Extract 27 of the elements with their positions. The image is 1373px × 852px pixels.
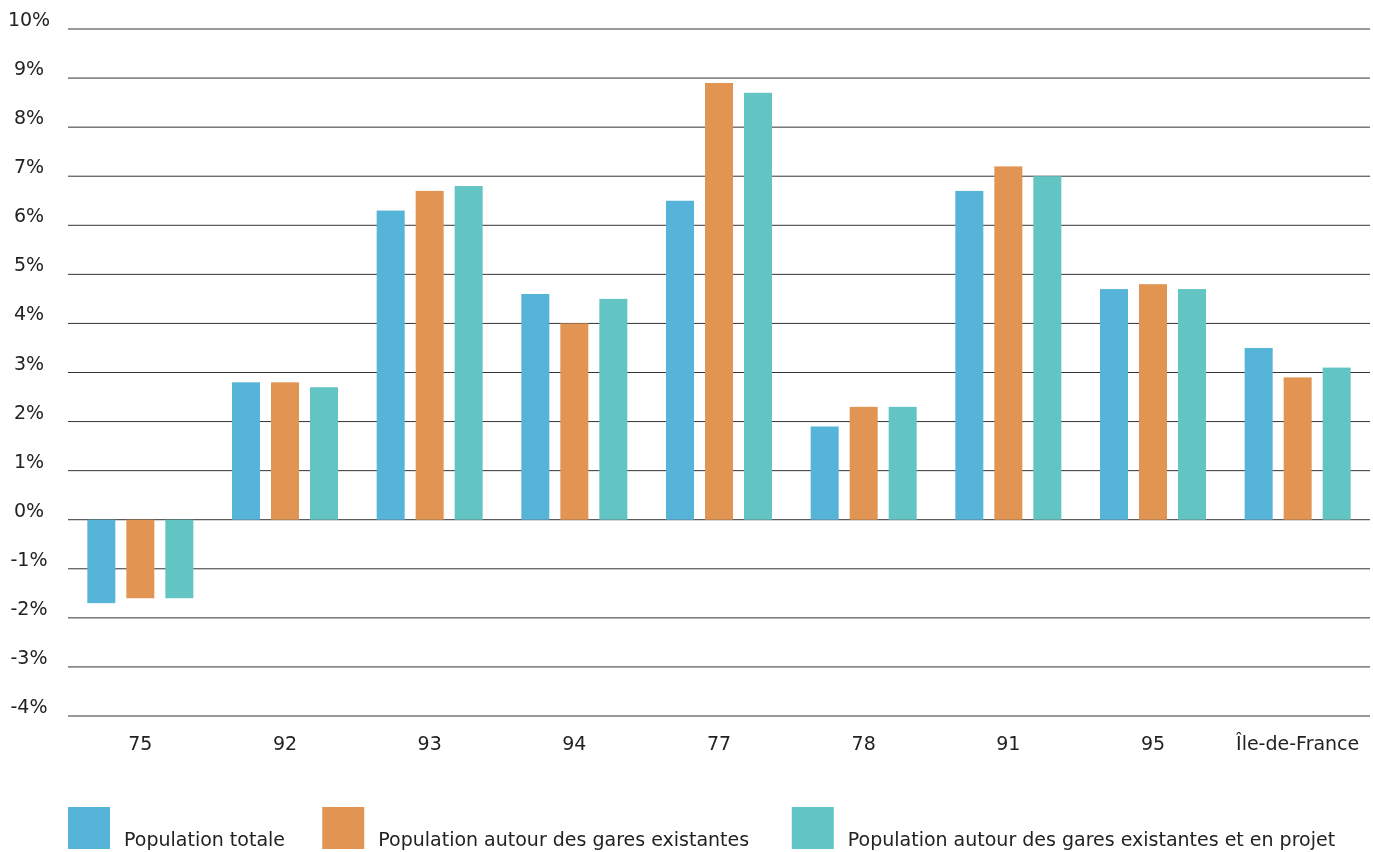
y-tick-label: 6% — [13, 204, 45, 227]
y-tick-label: 10% — [7, 8, 51, 30]
y-tick-label: 5% — [13, 253, 45, 276]
x-tick-label: 94 — [562, 732, 587, 754]
legend-label: Population totale — [124, 828, 285, 850]
y-tick-label: -3% — [10, 645, 48, 668]
x-tick-label: 77 — [706, 732, 732, 754]
y-tick-label: 8% — [13, 106, 45, 129]
y-tick-label: 4% — [13, 302, 45, 325]
legend-label: Population autour des gares existantes — [378, 828, 750, 850]
y-tick-label: 2% — [13, 400, 45, 423]
y-tick-label: -4% — [10, 695, 48, 717]
y-tick-label: 0% — [13, 498, 45, 521]
y-tick-label: 3% — [13, 351, 45, 374]
x-tick-label: 91 — [996, 732, 1021, 754]
legend-label: Population autour des gares existantes et en projet — [847, 828, 1336, 850]
y-tick-label: 7% — [13, 155, 45, 178]
x-tick-label: 93 — [417, 732, 442, 754]
x-tick-label: 75 — [128, 732, 153, 754]
x-tick-label: 78 — [851, 732, 876, 754]
y-tick-label: -2% — [10, 596, 48, 619]
y-tick-label: 1% — [13, 449, 45, 472]
y-tick-label: -1% — [10, 547, 48, 570]
x-tick-label: Île-de-France — [1235, 732, 1360, 754]
x-tick-label: 95 — [1140, 732, 1166, 754]
y-tick-label: 9% — [13, 57, 45, 80]
x-tick-label: 92 — [272, 732, 298, 754]
